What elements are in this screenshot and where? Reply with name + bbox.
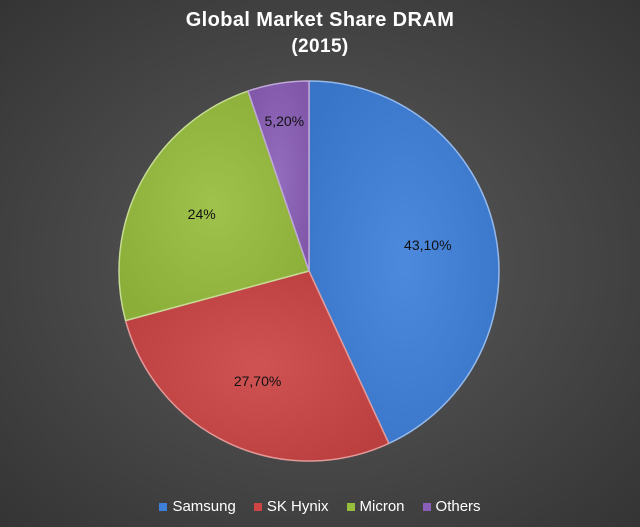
pie-slice-sk-hynix [124, 270, 390, 462]
pie-slice-others [247, 80, 310, 272]
legend-label: SK Hynix [266, 498, 329, 515]
pie-slice-micron [118, 90, 310, 322]
legend-item-sk-hynix: SK Hynix [253, 498, 329, 515]
chart-legend: Samsung SK Hynix Micron Others [0, 498, 640, 515]
legend-item-samsung: Samsung [159, 498, 236, 515]
legend-swatch [422, 502, 431, 511]
legend-item-micron: Micron [346, 498, 405, 515]
data-label-micron: 24% [188, 206, 216, 222]
legend-item-others: Others [422, 498, 481, 515]
data-label-samsung: 43,10% [404, 237, 451, 253]
legend-label: Samsung [172, 498, 236, 515]
chart-subtitle: (2015) [291, 36, 349, 57]
chart-title: Global Market Share DRAM [185, 9, 455, 31]
data-label-sk-hynix: 27,70% [234, 373, 281, 389]
legend-label: Others [435, 498, 481, 515]
data-label-others: 5,20% [264, 113, 304, 129]
legend-swatch [159, 502, 168, 511]
pie-slice-samsung [308, 80, 500, 445]
legend-swatch [346, 502, 355, 511]
legend-label: Micron [359, 498, 405, 515]
legend-swatch [253, 502, 262, 511]
